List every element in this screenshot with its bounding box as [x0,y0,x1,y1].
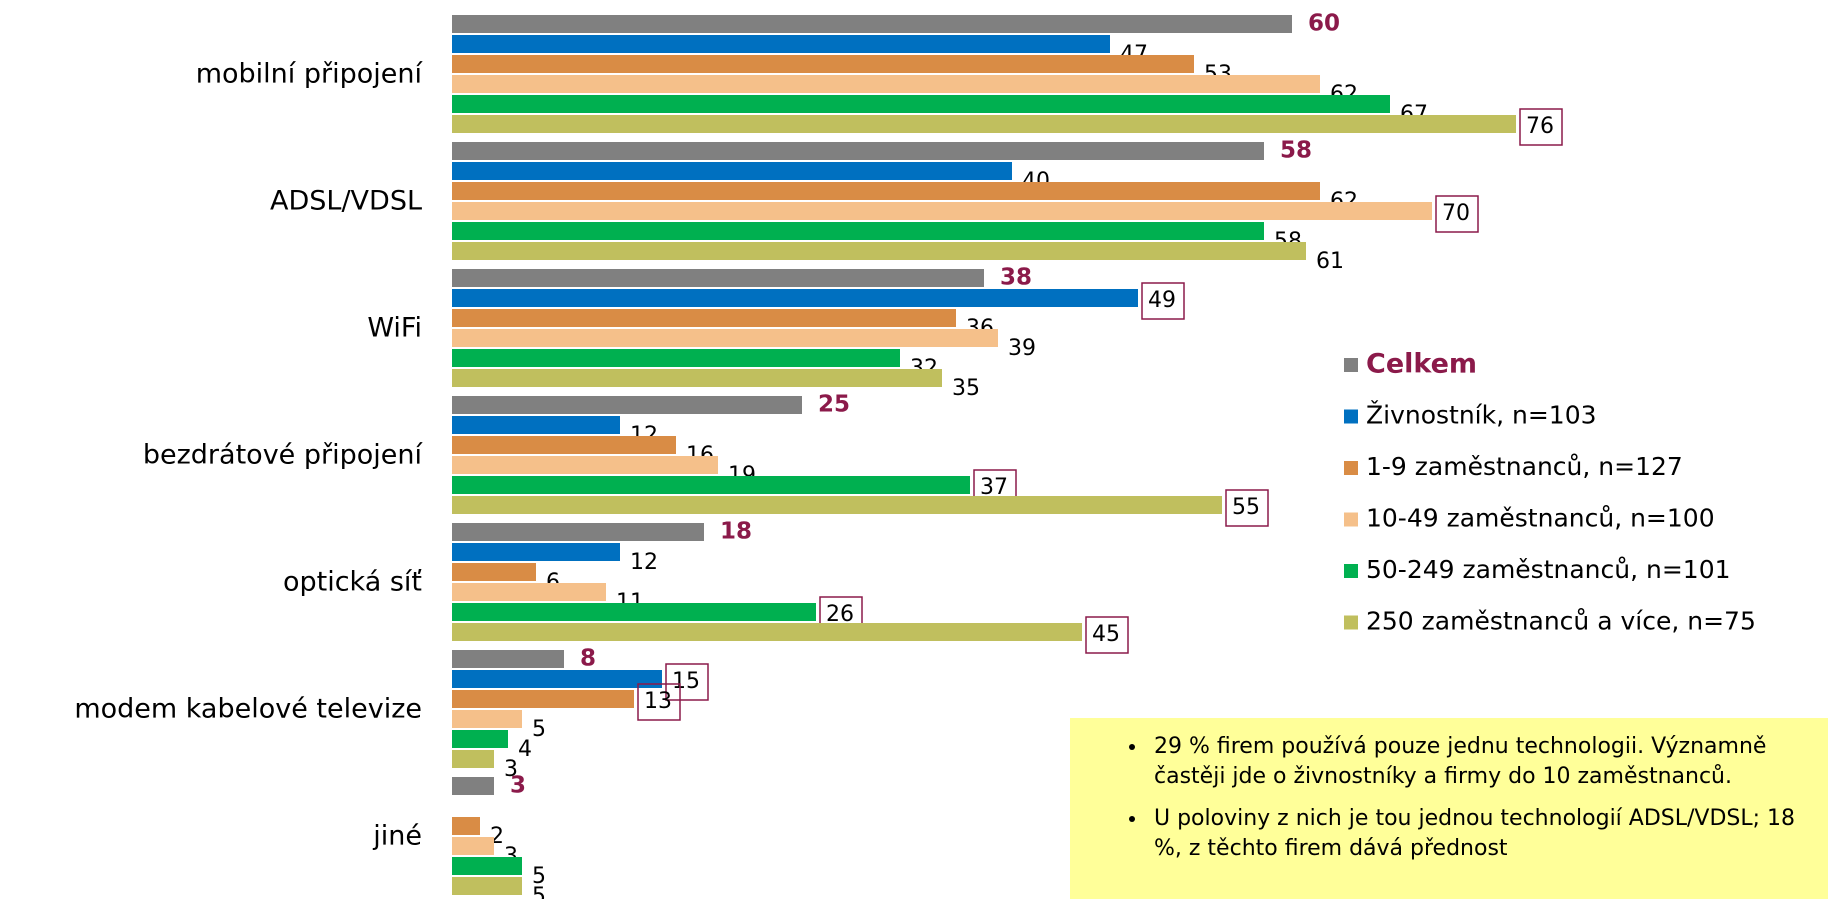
bar [452,202,1432,220]
category-label: WiFi [367,313,422,344]
bar [452,269,984,287]
value-label: 5 [532,864,546,889]
highlight-box [637,683,681,721]
value-label: 37 [980,475,1008,500]
highlight-box [1141,282,1185,320]
bar [452,396,802,414]
category-label: jiné [372,821,422,852]
bar [452,456,718,474]
value-label: 25 [818,392,850,418]
legend-label: Celkem [1366,349,1477,380]
legend-swatch [1344,564,1358,578]
bar [452,15,1292,33]
highlight-box [1435,195,1479,233]
bar [452,142,1264,160]
value-label: 61 [1316,249,1344,274]
bar [452,242,1306,260]
value-label: 26 [826,602,854,627]
category-label: mobilní připojení [196,59,424,90]
bar [452,583,606,601]
bar [452,222,1264,240]
bar [452,750,494,768]
legend-swatch [1344,615,1358,630]
category-label: optická síť [283,567,422,598]
bar [452,623,1082,641]
bar [452,55,1194,73]
bar [452,523,704,541]
bar [452,837,494,855]
legend-label: 10-49 zaměstnanců, n=100 [1366,504,1715,533]
bar [452,349,900,367]
legend-swatch [1344,409,1358,424]
legend-swatch [1344,461,1358,475]
note-list: 29 % firem používá pouze jednu technolog… [1148,732,1808,864]
legend-label: Živnostník, n=103 [1366,401,1597,430]
value-label: 5 [532,884,546,899]
bar [452,416,620,434]
value-label: 76 [1526,114,1554,139]
legend-label: 250 zaměstnanců a více, n=75 [1366,607,1756,636]
value-label: 15 [672,669,700,694]
highlight-box [665,663,709,701]
value-label: 5 [532,717,546,742]
value-label: 49 [1148,288,1176,313]
bar [452,877,522,895]
value-label: 35 [952,376,980,401]
note-item: 29 % firem používá pouze jednu technolog… [1148,732,1808,792]
bar [452,162,1012,180]
bar [452,563,536,581]
bar [452,329,998,347]
bar [452,369,942,387]
value-label: 38 [1000,265,1032,291]
bar [452,817,480,835]
bar [452,690,634,708]
bar [452,95,1390,113]
note-box: 29 % firem používá pouze jednu technolog… [1070,718,1828,899]
value-label: 4 [518,737,532,762]
category-label: bezdrátové připojení [143,440,424,471]
bar [452,777,494,795]
bar [452,670,662,688]
note-item: U poloviny z nich je tou jednou technolo… [1148,804,1808,864]
highlight-box [1085,616,1129,654]
legend-label: 1-9 zaměstnanců, n=127 [1366,452,1683,481]
value-label: 3 [504,757,518,782]
value-label: 58 [1280,138,1312,164]
highlight-box [1519,108,1563,146]
category-label: modem kabelové televize [74,694,422,725]
value-label: 13 [644,689,672,714]
bar [452,115,1516,133]
value-label: 12 [630,550,658,575]
value-label: 60 [1308,11,1340,37]
bar [452,857,522,875]
bar [452,75,1320,93]
bar [452,289,1138,307]
value-label: 55 [1232,495,1260,520]
legend-swatch [1344,358,1358,372]
bar [452,710,522,728]
bar [452,309,956,327]
category-label: ADSL/VDSL [270,186,422,217]
bar [452,436,676,454]
value-label: 8 [580,646,596,672]
bar [452,730,508,748]
highlight-box [1225,489,1269,527]
legend-label: 50-249 zaměstnanců, n=101 [1366,555,1731,584]
bar [452,476,970,494]
bar [452,182,1320,200]
value-label: 18 [720,519,752,545]
bar [452,543,620,561]
legend-swatch [1344,512,1358,527]
value-label: 70 [1442,201,1470,226]
value-label: 45 [1092,622,1120,647]
bar [452,35,1110,53]
bar [452,603,816,621]
bar [452,496,1222,514]
bar [452,650,564,668]
value-label: 39 [1008,336,1036,361]
value-label: 3 [510,773,526,799]
